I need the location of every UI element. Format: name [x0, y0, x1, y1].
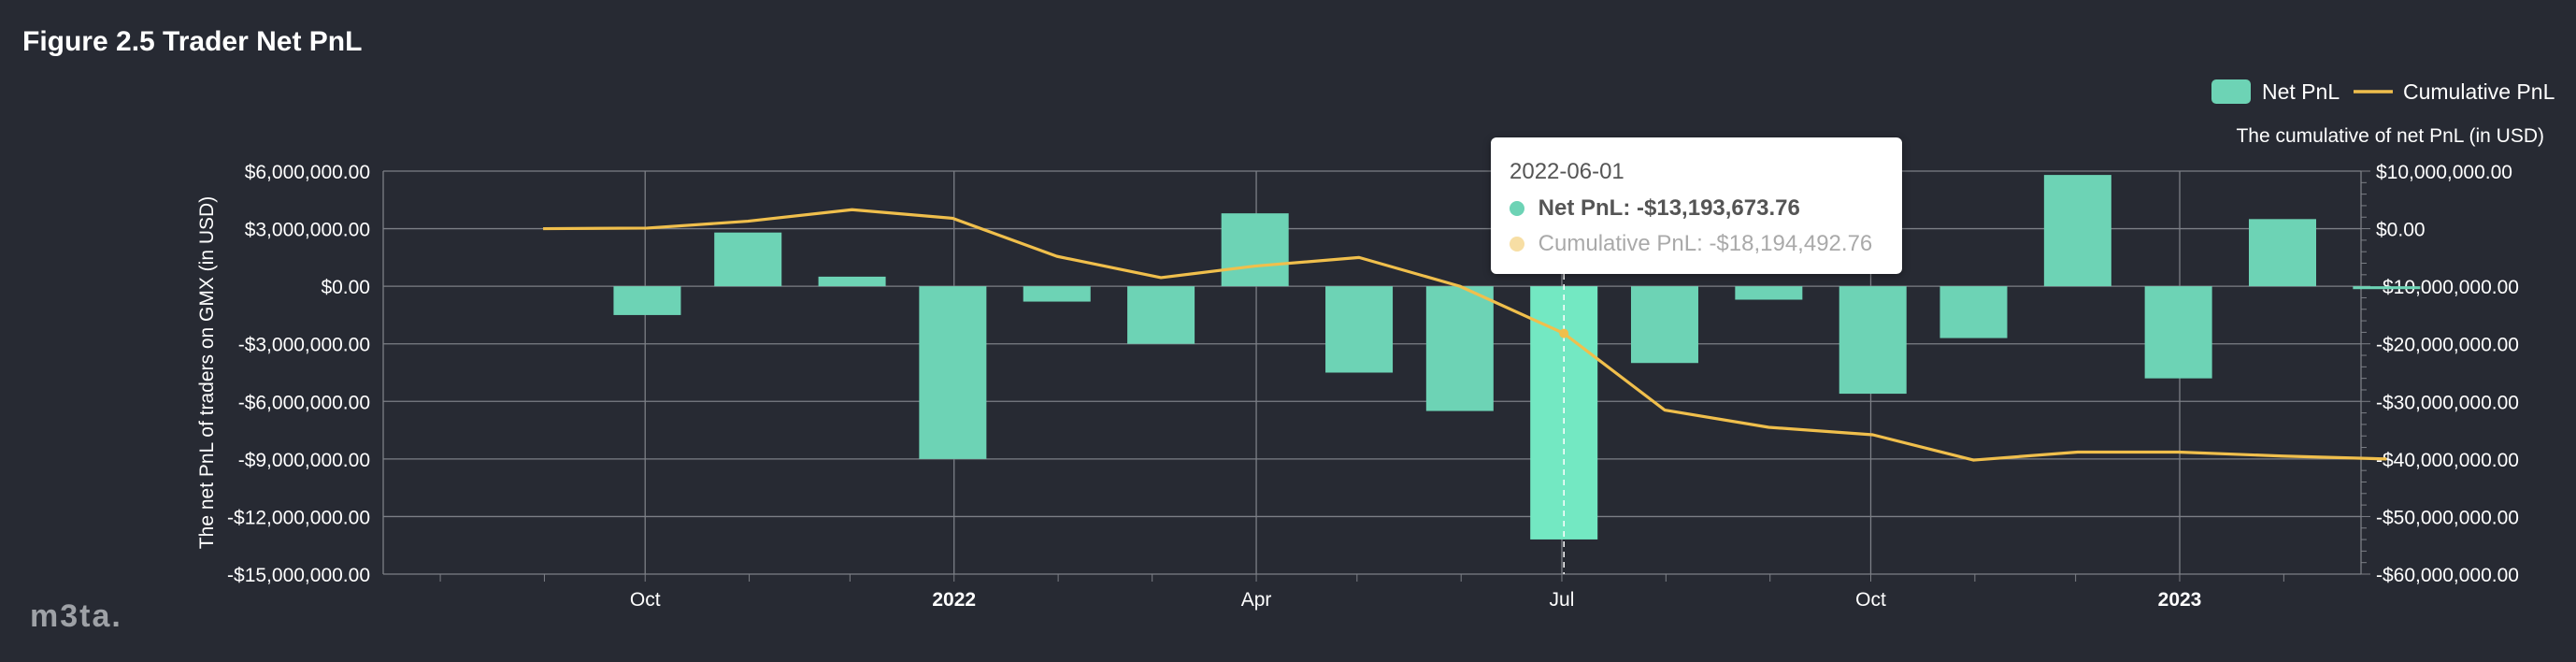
y-right-tick-label: -$30,000,000.00 — [2376, 392, 2519, 413]
y-left-tick-label: -$6,000,000.00 — [238, 392, 370, 413]
x-tick-label: Jul — [1550, 589, 1575, 611]
y-left-tick-label: $3,000,000.00 — [245, 220, 370, 241]
net-pnl-bar — [2144, 286, 2212, 379]
net-pnl-bar — [714, 232, 782, 287]
meta-logo: m3ta. — [30, 598, 122, 634]
y-right-axis-title: The cumulative of net PnL (in USD) — [2236, 125, 2544, 147]
y-right-tick-label: -$60,000,000.00 — [2376, 565, 2519, 586]
axis-layer: $6,000,000.00 $3,000,000.00 $0.00 -$3,000,0… — [196, 125, 2544, 611]
y-left-tick-label: -$12,000,000.00 — [227, 507, 370, 528]
y-right-tick-label: $10,000,000.00 — [2376, 162, 2512, 183]
net-pnl-bar — [1939, 286, 2008, 338]
tooltip-net-pnl-label: Net PnL: — [1538, 195, 1631, 221]
tooltip-cumulative-row: Cumulative PnL: -$18,194,492.76 — [1510, 231, 1872, 257]
legend-net-pnl-swatch — [2211, 79, 2251, 104]
y-right-tick-label: -$20,000,000.00 — [2376, 335, 2519, 356]
tooltip-date: 2022-06-01 — [1510, 159, 1624, 184]
y-left-tick-label: $6,000,000.00 — [245, 162, 370, 183]
net-pnl-bar — [1127, 286, 1195, 344]
tooltip-cumulative-label: Cumulative PnL: — [1538, 231, 1703, 256]
net-pnl-bar — [919, 286, 987, 459]
net-pnl-bar — [1735, 286, 1803, 300]
net-pnl-bar — [1221, 213, 1289, 287]
x-tick-label: Oct — [1855, 589, 1886, 611]
net-pnl-bar — [1839, 286, 1907, 395]
net-pnl-bar — [2249, 219, 2317, 287]
tooltip-net-pnl-row: Net PnL: -$13,193,673.76 — [1510, 195, 1800, 222]
tooltip-cumulative-value: -$18,194,492.76 — [1709, 231, 1873, 256]
net-pnl-bar — [1425, 286, 1494, 411]
chart-title: Figure 2.5 Trader Net PnL — [22, 26, 363, 57]
y-left-tick-label: -$15,000,000.00 — [227, 565, 370, 586]
tooltip-cumulative-marker — [1510, 237, 1524, 252]
cumulative-pnl-point — [1559, 328, 1569, 338]
net-pnl-bar — [2353, 286, 2421, 290]
legend-cumulative-label: Cumulative PnL — [2403, 79, 2555, 104]
net-pnl-bar — [818, 276, 886, 287]
x-tick-label: 2022 — [932, 589, 976, 611]
net-pnl-bar — [1325, 286, 1394, 373]
y-right-tick-label: -$50,000,000.00 — [2376, 507, 2519, 528]
legend-net-pnl-label: Net PnL — [2262, 79, 2340, 104]
y-right-tick-label: -$40,000,000.00 — [2376, 450, 2519, 471]
legend[interactable]: Net PnL Cumulative PnL — [2211, 79, 2555, 104]
chart-tooltip: 2022-06-01 Net PnL: -$13,193,673.76 Cumu… — [1491, 137, 1902, 274]
x-tick-label: 2023 — [2158, 589, 2202, 611]
tooltip-net-pnl-value: -$13,193,673.76 — [1637, 195, 1800, 221]
x-tick-label: Oct — [630, 589, 661, 611]
net-pnl-bar — [1023, 286, 1091, 302]
y-right-tick-label: -$10,000,000.00 — [2376, 277, 2519, 298]
net-pnl-bar — [1630, 286, 1698, 364]
y-right-tick-label: $0.00 — [2376, 220, 2426, 241]
tooltip-net-pnl-marker — [1510, 201, 1524, 216]
net-pnl-bar — [613, 286, 681, 315]
y-left-tick-label: $0.00 — [321, 277, 370, 298]
net-pnl-bar — [2043, 175, 2111, 287]
y-left-axis-title: The net PnL of traders on GMX (in USD) — [196, 196, 218, 549]
x-tick-label: Apr — [1241, 589, 1272, 611]
y-left-tick-label: -$9,000,000.00 — [238, 450, 370, 471]
y-left-tick-label: -$3,000,000.00 — [238, 335, 370, 356]
